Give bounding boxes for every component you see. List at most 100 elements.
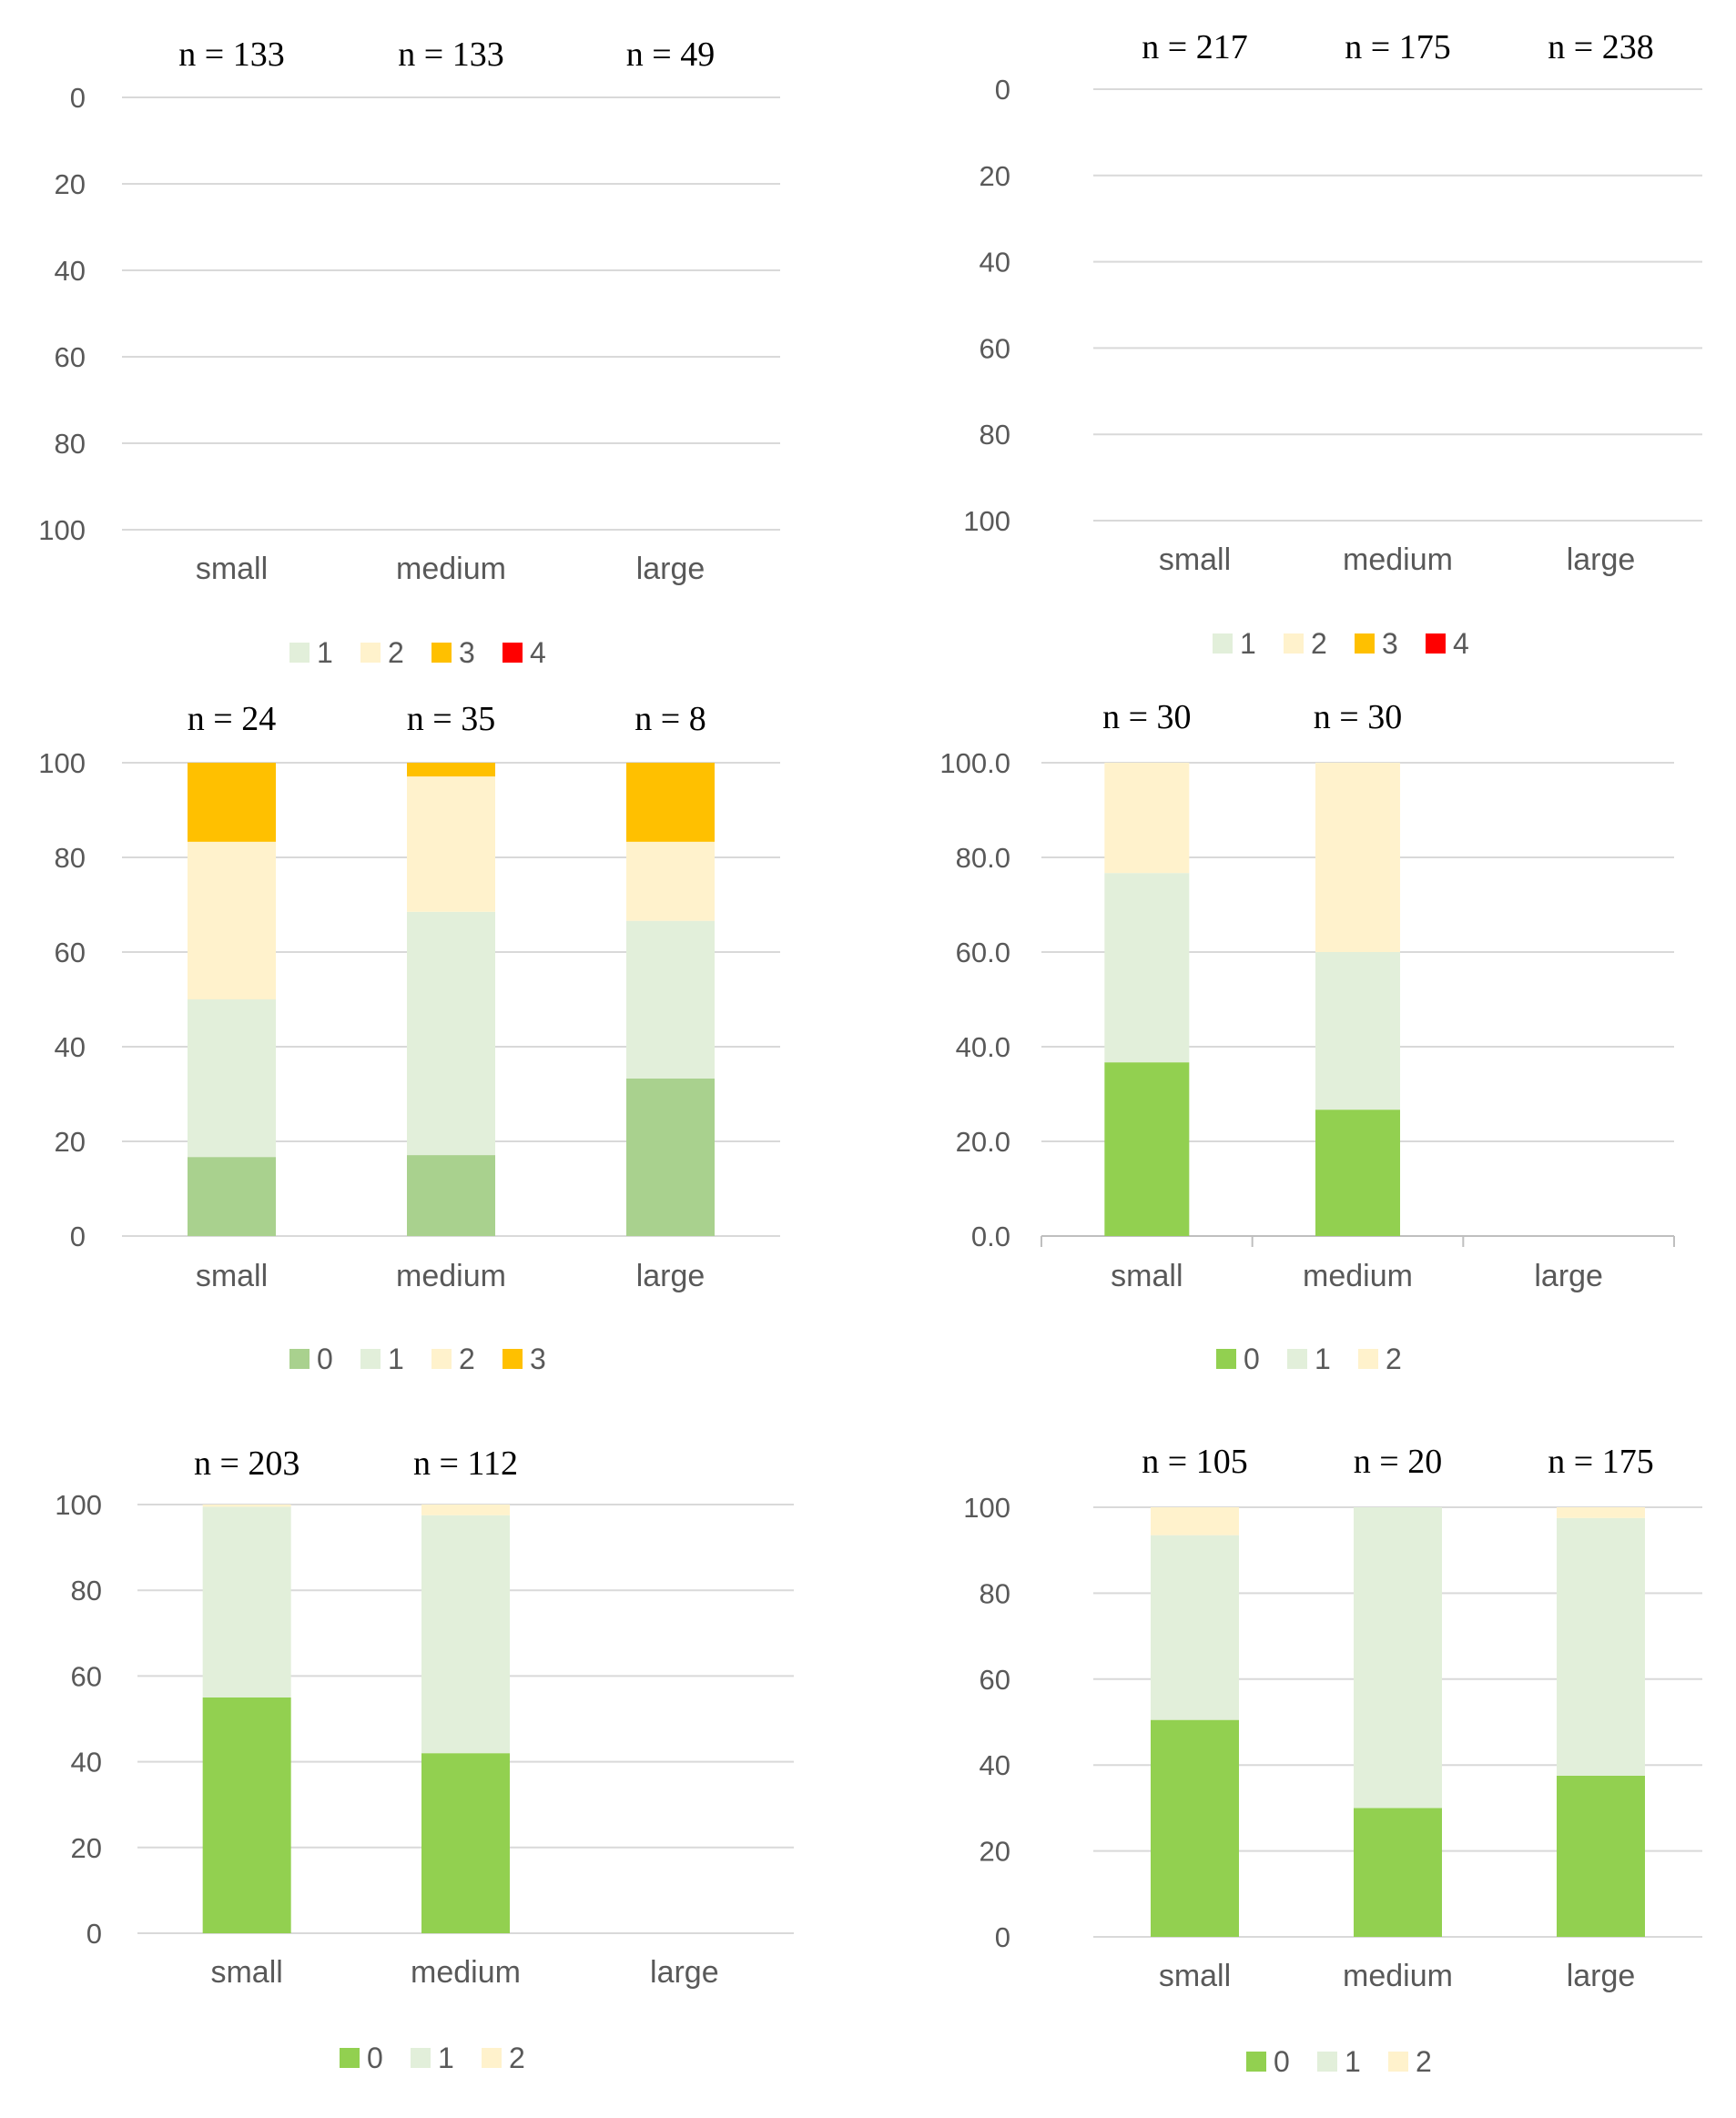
legend-swatch [482, 2048, 502, 2068]
y-tick-label: 80 [980, 419, 1010, 451]
bar-segment-small-series-3 [188, 763, 276, 842]
sample-size-label: n = 35 [407, 700, 495, 738]
legend-label: 3 [1382, 627, 1398, 660]
y-tick-label: 100 [38, 747, 86, 779]
bar-segment-medium-series-1 [407, 911, 495, 1156]
bar-segment-medium-series-2 [407, 776, 495, 912]
sample-size-label: n = 217 [1142, 28, 1247, 66]
legend-label: 2 [1311, 627, 1327, 660]
bar-segment-small-series-0 [1151, 1719, 1239, 1937]
x-category-label: medium [396, 1259, 506, 1293]
y-tick-label: 40 [55, 1031, 86, 1063]
y-tick-label: 20 [980, 1836, 1010, 1868]
legend-entry: 3 [431, 636, 475, 669]
x-category-label: small [1111, 1259, 1183, 1293]
bar-segment-small-series-1 [1104, 873, 1190, 1063]
sample-size-label: n = 105 [1142, 1443, 1247, 1481]
bar-segment-large-series-3 [626, 763, 715, 842]
y-tick-label: 40.0 [956, 1031, 1010, 1063]
bar-segment-medium-series-1 [1315, 952, 1400, 1110]
bar-segment-large-series-1 [1557, 1517, 1645, 1776]
bar-segment-small-series-0 [1104, 1062, 1190, 1236]
y-tick-label: 40 [71, 1747, 102, 1779]
bar-segment-large-series-0 [626, 1078, 715, 1236]
legend-entry: 3 [1355, 627, 1398, 660]
bar-segment-small-series-1 [202, 1506, 291, 1697]
legend-swatch [1358, 1349, 1378, 1369]
legend-entry: 1 [1287, 1343, 1331, 1375]
x-category-label: large [1534, 1259, 1603, 1293]
legend-swatch [1355, 633, 1375, 654]
legend-label: 4 [1453, 627, 1469, 660]
legend-entry: 0 [1216, 1343, 1260, 1375]
bar-segment-medium-series-0 [407, 1155, 495, 1236]
sample-size-label: n = 203 [194, 1444, 299, 1483]
sample-size-label: n = 30 [1314, 698, 1402, 736]
x-category-label: small [1159, 542, 1231, 577]
legend-entry: 0 [1246, 2045, 1290, 2078]
y-tick-label: 40 [980, 1749, 1010, 1781]
legend-entry: 2 [360, 636, 404, 669]
legend-swatch [1213, 633, 1233, 654]
bar-segment-small-series-0 [188, 1157, 276, 1236]
y-tick-label: 20 [980, 160, 1010, 192]
legend-label: 0 [317, 1343, 333, 1375]
y-tick-label: 100 [38, 514, 86, 546]
legend-label: 0 [1274, 2045, 1290, 2078]
legend-entry: 1 [411, 2042, 454, 2074]
sample-size-label: n = 20 [1354, 1443, 1442, 1481]
y-tick-label: 0.0 [971, 1221, 1010, 1252]
sample-size-label: n = 133 [398, 35, 503, 74]
y-tick-label: 100 [963, 1492, 1010, 1524]
legend-swatch [503, 643, 523, 663]
x-category-label: medium [396, 552, 506, 586]
x-category-label: small [1159, 1959, 1231, 1993]
bar-segment-large-series-2 [1557, 1507, 1645, 1518]
sample-size-label: n = 112 [413, 1444, 518, 1483]
y-tick-label: 100 [963, 505, 1010, 537]
legend-entry: 0 [340, 2042, 383, 2074]
legend-entry: 2 [1284, 627, 1327, 660]
x-category-label: large [650, 1955, 719, 1990]
legend-swatch [1426, 633, 1446, 654]
y-tick-label: 80 [55, 842, 86, 874]
bar-segment-medium-series-1 [421, 1515, 510, 1754]
legend-swatch [503, 1349, 523, 1369]
legend-swatch [1317, 2052, 1337, 2072]
legend-swatch [360, 1349, 381, 1369]
legend-swatch [431, 643, 452, 663]
legend-entry: 2 [1358, 1343, 1402, 1375]
legend-label: 1 [317, 636, 333, 669]
legend-swatch [1216, 1349, 1236, 1369]
legend-label: 2 [509, 2042, 525, 2074]
legend-label: 2 [459, 1343, 475, 1375]
chart-panel-2: 0 20 40 60 80 100 small n = 217 medium n = 175 lar… [963, 28, 1702, 660]
legend-label: 2 [1386, 1343, 1402, 1375]
y-tick-label: 20 [71, 1832, 102, 1864]
legend-swatch [431, 1349, 452, 1369]
legend-label: 1 [1240, 627, 1256, 660]
bar-segment-small-series-1 [1151, 1535, 1239, 1720]
sample-size-label: n = 175 [1345, 28, 1450, 66]
bar-segment-large-series-2 [626, 841, 715, 921]
y-tick-label: 20 [55, 1126, 86, 1158]
sample-size-label: n = 30 [1102, 698, 1191, 736]
bar-segment-medium-series-3 [407, 763, 495, 777]
x-category-label: medium [1343, 542, 1453, 577]
legend-swatch [411, 2048, 431, 2068]
y-tick-label: 80.0 [956, 842, 1010, 874]
x-category-label: small [196, 1259, 268, 1293]
bar-segment-medium-series-2 [1315, 763, 1400, 952]
y-tick-label: 20.0 [956, 1126, 1010, 1158]
legend-label: 1 [1315, 1343, 1331, 1375]
y-tick-label: 60 [55, 937, 86, 968]
sample-size-label: n = 49 [626, 35, 715, 74]
legend-swatch [1246, 2052, 1266, 2072]
legend-entry: 1 [289, 636, 333, 669]
y-tick-label: 40 [980, 247, 1010, 279]
legend-label: 2 [1416, 2045, 1432, 2078]
